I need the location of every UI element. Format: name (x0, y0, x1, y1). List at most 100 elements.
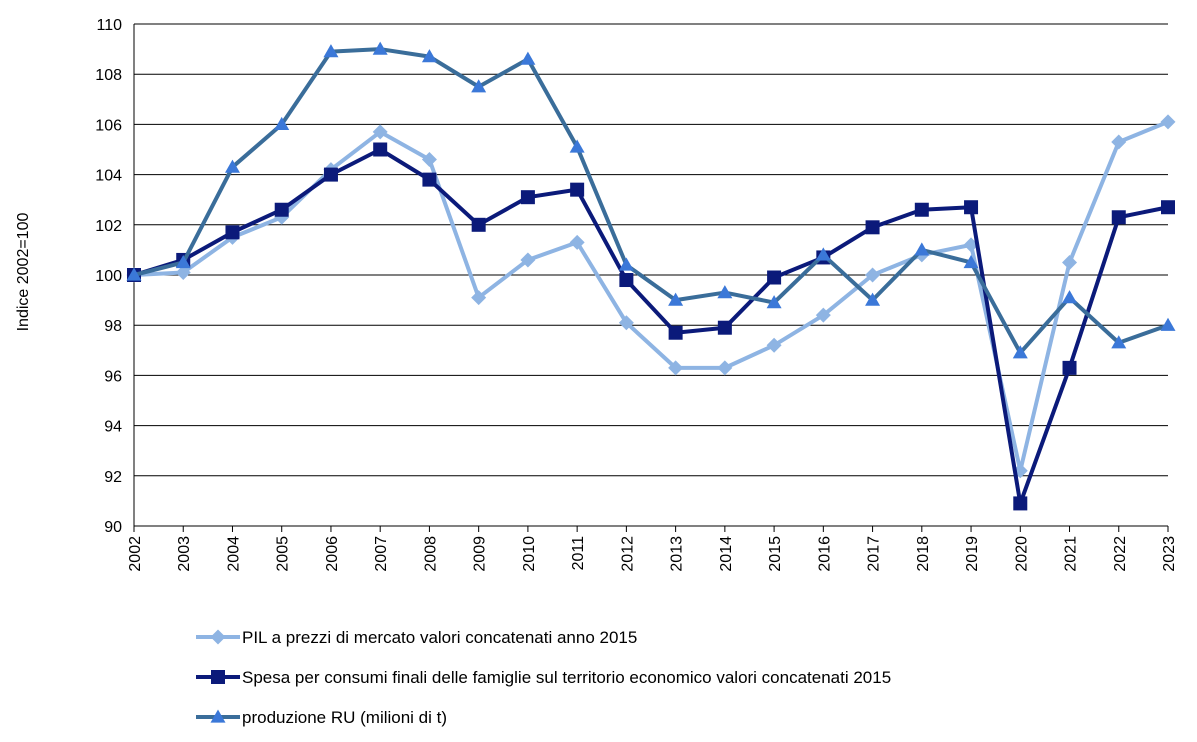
x-tick-label: 2004 (225, 536, 242, 572)
data-point (570, 182, 585, 197)
data-point (1160, 317, 1176, 331)
data-point (1160, 114, 1176, 130)
data-point (1012, 345, 1028, 359)
data-point (914, 242, 930, 256)
data-point (520, 252, 536, 268)
data-point (619, 273, 634, 288)
x-tick-label: 2013 (669, 536, 686, 572)
y-tick-label: 110 (96, 17, 122, 34)
legend-marker (210, 709, 226, 723)
x-tick-label: 2017 (866, 536, 883, 572)
series-1 (126, 114, 1176, 479)
y-tick-label: 94 (104, 419, 122, 436)
data-point (1161, 200, 1175, 215)
legend: PIL a prezzi di mercato valori concatena… (196, 628, 891, 727)
data-point (569, 139, 585, 153)
data-point (1111, 134, 1127, 150)
x-tick-label: 2023 (1161, 536, 1178, 572)
legend-marker (210, 629, 226, 645)
x-tick-label: 2016 (816, 536, 833, 572)
x-tick-label: 2012 (619, 536, 636, 572)
x-tick-label: 2005 (275, 536, 292, 572)
data-point (274, 202, 289, 217)
data-point (471, 290, 487, 306)
data-point (717, 360, 733, 376)
legend-marker (211, 670, 225, 684)
y-tick-label: 92 (104, 469, 122, 486)
data-point (914, 202, 929, 217)
data-point (471, 79, 487, 93)
x-tick-label: 2019 (964, 536, 981, 572)
data-point (323, 167, 338, 182)
data-point (815, 247, 831, 261)
data-point (766, 337, 782, 353)
data-point (175, 254, 191, 269)
y-tick-label: 100 (95, 268, 122, 285)
y-tick-label: 96 (104, 368, 122, 385)
tick-labels: 90 92 94 96 98 100 102 104 106 108 110 2002 2003 2004… (95, 17, 1178, 572)
y-tick-label: 104 (95, 168, 122, 185)
data-point (668, 325, 683, 340)
x-tick-label: 2002 (127, 536, 144, 572)
legend-item: PIL a prezzi di mercato valori concatena… (196, 628, 637, 647)
data-point (372, 124, 388, 140)
data-point (520, 51, 536, 65)
series-layer (126, 41, 1176, 511)
x-tick-label: 2015 (767, 536, 784, 572)
x-tick-label: 2018 (915, 536, 932, 572)
y-tick-label: 102 (95, 218, 122, 235)
data-point (471, 217, 486, 232)
data-point (717, 320, 732, 335)
data-point (373, 142, 388, 157)
x-tick-label: 2020 (1013, 536, 1030, 572)
data-point (1111, 210, 1126, 225)
data-point (569, 234, 585, 250)
x-tick-label: 2014 (718, 536, 735, 572)
series-3 (126, 41, 1176, 359)
data-point (1062, 360, 1077, 375)
data-point (421, 152, 437, 168)
x-tick-label: 2007 (373, 536, 390, 572)
data-point (717, 285, 733, 299)
y-tick-label: 106 (95, 117, 122, 134)
data-point (865, 292, 881, 306)
data-point (224, 159, 240, 173)
data-point (618, 257, 634, 271)
data-point (274, 116, 290, 131)
data-point (668, 360, 684, 376)
data-point (964, 200, 979, 215)
data-point (963, 254, 979, 269)
data-point (815, 307, 831, 323)
data-point (1013, 496, 1028, 511)
y-tick-label: 108 (95, 67, 122, 84)
legend-label: Spesa per consumi finali delle famiglie … (242, 668, 891, 687)
x-tick-label: 2006 (324, 536, 341, 572)
data-point (865, 220, 880, 235)
legend-label: PIL a prezzi di mercato valori concatena… (242, 628, 637, 647)
data-point (1111, 335, 1127, 349)
data-point (421, 49, 437, 63)
x-tick-label: 2010 (521, 536, 538, 572)
legend-item: produzione RU (milioni di t) (196, 708, 447, 727)
data-point (422, 172, 437, 187)
x-tick-label: 2003 (176, 536, 193, 572)
data-point (1062, 290, 1078, 304)
data-point (1062, 254, 1078, 270)
x-tick-label: 2009 (472, 536, 489, 572)
y-tick-label: 90 (104, 519, 122, 536)
x-tick-label: 2011 (570, 536, 587, 571)
grid (134, 23, 1168, 477)
series-line (133, 47, 1169, 355)
y-axis-title: Indice 2002=100 (15, 213, 32, 332)
legend-label: produzione RU (milioni di t) (242, 708, 447, 727)
x-tick-label: 2021 (1063, 536, 1080, 572)
data-point (668, 292, 684, 306)
data-point (126, 267, 142, 281)
data-point (865, 267, 881, 283)
data-point (520, 190, 535, 205)
data-point (323, 44, 339, 58)
data-point (766, 295, 782, 309)
series-line (133, 147, 1169, 506)
